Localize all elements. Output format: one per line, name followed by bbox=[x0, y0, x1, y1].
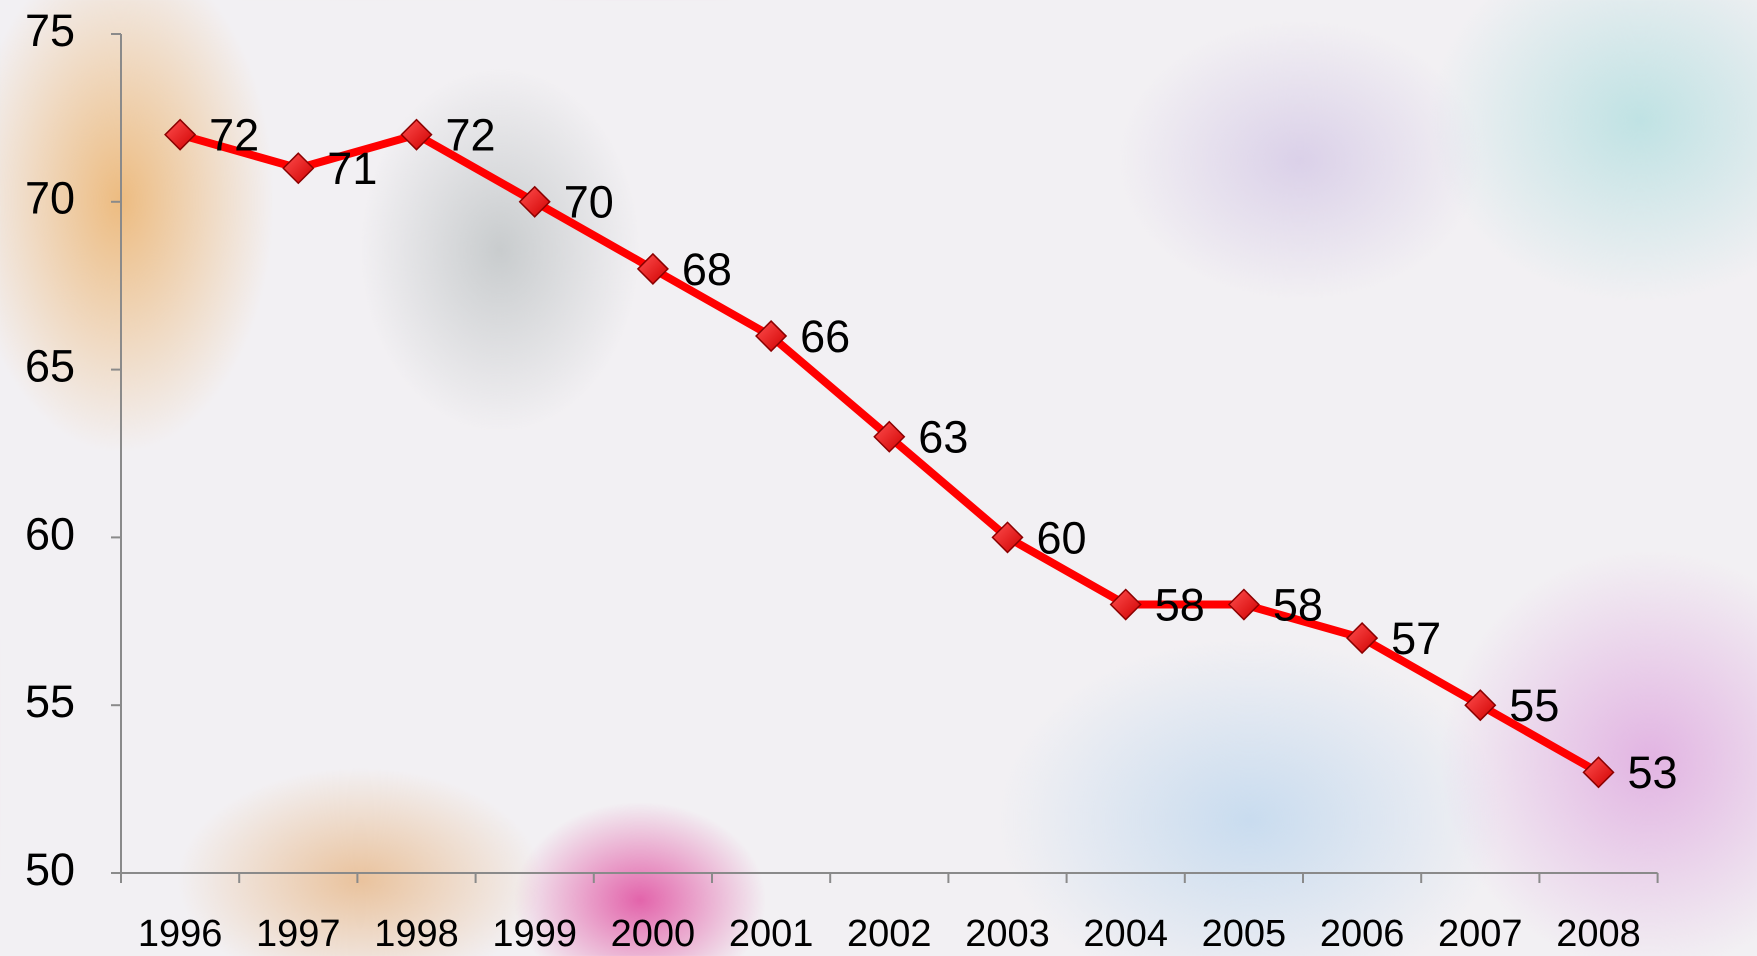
marker bbox=[1582, 756, 1615, 789]
marker bbox=[518, 185, 551, 218]
value-label: 57 bbox=[1391, 613, 1441, 664]
marker bbox=[282, 152, 315, 185]
x-tick-label: 2002 bbox=[847, 913, 932, 955]
x-tick-label: 2006 bbox=[1320, 913, 1405, 955]
value-label: 71 bbox=[327, 143, 377, 194]
value-label: 58 bbox=[1155, 579, 1205, 630]
y-tick-label: 60 bbox=[25, 508, 75, 559]
x-tick-label: 2001 bbox=[729, 913, 814, 955]
value-label: 60 bbox=[1037, 512, 1087, 563]
marker bbox=[1227, 588, 1260, 621]
x-tick-label: 2003 bbox=[965, 913, 1050, 955]
marker bbox=[1109, 588, 1142, 621]
marker bbox=[991, 521, 1024, 554]
marker bbox=[636, 252, 669, 285]
y-tick-label: 55 bbox=[25, 676, 75, 727]
value-label: 68 bbox=[682, 244, 732, 295]
x-tick-label: 2004 bbox=[1083, 913, 1168, 955]
marker bbox=[164, 118, 197, 151]
y-tick-label: 65 bbox=[25, 340, 75, 391]
x-tick-label: 2000 bbox=[611, 913, 696, 955]
x-tick-label: 2008 bbox=[1556, 913, 1641, 955]
value-label: 63 bbox=[918, 412, 968, 463]
x-tick-label: 2005 bbox=[1202, 913, 1287, 955]
x-tick-label: 1999 bbox=[492, 913, 577, 955]
marker bbox=[873, 420, 906, 453]
value-label: 53 bbox=[1628, 747, 1678, 798]
value-label: 55 bbox=[1509, 680, 1559, 731]
line bbox=[179, 130, 1601, 776]
value-label: 72 bbox=[209, 110, 259, 161]
marker bbox=[400, 118, 433, 151]
marker bbox=[755, 319, 788, 353]
x-tick-label: 1998 bbox=[374, 913, 459, 955]
y-tick-label: 70 bbox=[25, 173, 75, 224]
x-tick-label: 1997 bbox=[256, 913, 341, 955]
x-tick-label: 2007 bbox=[1438, 913, 1523, 955]
value-label: 66 bbox=[800, 311, 850, 362]
value-label: 72 bbox=[446, 110, 496, 161]
y-tick-label: 50 bbox=[25, 844, 75, 895]
value-label: 58 bbox=[1273, 579, 1323, 630]
marker bbox=[1464, 689, 1497, 722]
y-tick-label: 75 bbox=[25, 5, 75, 56]
value-label: 70 bbox=[564, 177, 614, 228]
marker bbox=[1346, 622, 1379, 655]
x-tick-label: 1996 bbox=[138, 913, 223, 955]
